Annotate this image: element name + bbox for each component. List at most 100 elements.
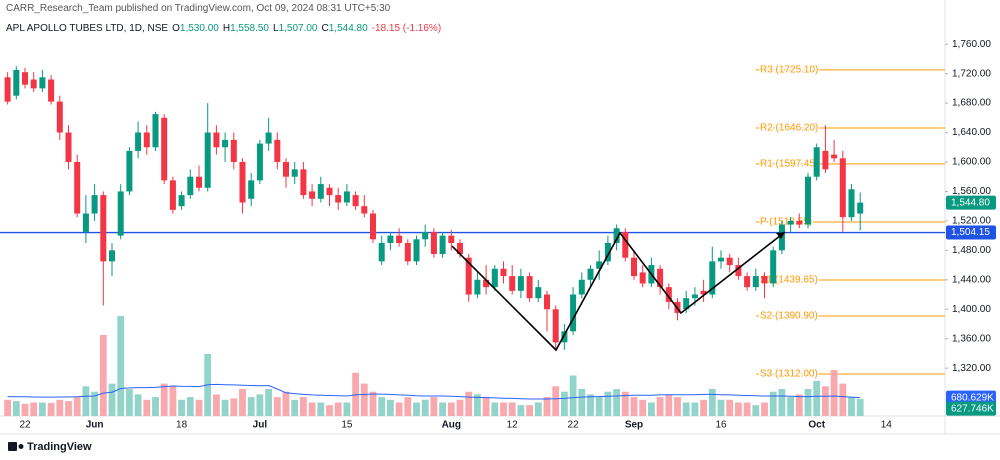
volume-bar: [517, 405, 525, 416]
volume-bar: [848, 397, 855, 416]
x-tick-label: Jul: [253, 420, 268, 431]
candle-body: [430, 231, 437, 255]
candle-body: [422, 231, 429, 240]
volume-bar: [578, 389, 586, 416]
volume-bar: [491, 402, 499, 416]
pivot-label: R3 (1725.10): [760, 65, 818, 76]
volume-bar: [265, 389, 272, 416]
volume-bar: [761, 402, 768, 416]
x-tick-label: 14: [881, 420, 893, 431]
volume-bar: [456, 399, 464, 416]
candle-body: [100, 195, 107, 262]
candle-body: [413, 239, 420, 262]
volume-bar: [804, 389, 812, 416]
volume-bar: [230, 398, 238, 416]
candle-body: [683, 298, 690, 310]
pattern-arrowhead: [776, 232, 785, 239]
candle-body: [631, 257, 637, 277]
candle-body: [718, 257, 724, 262]
quote: O1,530.00 H1,558.50 L1,507.00 C1,544.80: [172, 23, 368, 34]
volume-bar: [621, 391, 629, 416]
candle-body: [796, 220, 803, 225]
candle-body: [109, 250, 115, 262]
candle-body: [222, 139, 229, 148]
candle-body: [152, 114, 159, 148]
candle-body: [857, 202, 864, 214]
brand: TradingView: [27, 441, 92, 453]
volume-last-box: [946, 401, 996, 416]
volume-bar: [569, 375, 577, 416]
candle-body: [48, 79, 55, 102]
candle-body: [665, 287, 672, 302]
volume-bar: [630, 397, 638, 416]
x-tick-label: 12: [507, 420, 519, 431]
candle-body: [465, 257, 472, 295]
volume-bar: [839, 383, 847, 416]
candle-body: [239, 161, 246, 203]
candle-body: [283, 161, 289, 177]
volume-bar: [291, 399, 299, 416]
candle-body: [387, 235, 394, 243]
volume-bar: [256, 394, 264, 416]
pivot-label: S1 (1439.65): [760, 275, 818, 286]
brand-logo: [8, 442, 24, 451]
quote-item: O1,530.00: [172, 23, 219, 34]
pivot-label: P (1518.55): [760, 217, 812, 228]
volume-bar: [378, 397, 386, 416]
pivot-label: S3 (1312.00): [760, 369, 818, 380]
volume-bar: [552, 386, 560, 416]
quote-key: L: [273, 23, 279, 34]
candle-body: [74, 161, 81, 214]
quote-item: C1,544.80: [322, 23, 368, 34]
x-tick-label: 18: [176, 420, 188, 431]
volume-bar: [822, 386, 829, 416]
candle-body: [143, 132, 150, 148]
volume-bar: [300, 397, 307, 416]
candle-body: [378, 242, 385, 262]
candle-body: [839, 158, 846, 218]
candle-body: [196, 176, 202, 188]
volume-bar: [387, 399, 394, 416]
candle-body: [65, 132, 72, 162]
candle-body: [848, 189, 855, 218]
volume-bar: [856, 399, 864, 416]
y-tick-label: 1,560.00: [952, 186, 991, 197]
y-tick-label: 1,640.00: [952, 127, 991, 138]
candle-body: [22, 72, 28, 85]
candle-body: [604, 242, 611, 262]
candle-body: [343, 191, 350, 203]
volume-ma-box: [946, 390, 996, 405]
volume-bar: [534, 402, 542, 416]
volume-bar: [247, 397, 255, 416]
volume-bar: [47, 403, 55, 416]
volume-bar: [778, 389, 786, 416]
last-price-label: 1,544.80: [951, 197, 990, 208]
volume-bar: [82, 386, 90, 416]
volume-bar: [152, 397, 159, 416]
volume-bar: [526, 405, 533, 416]
y-tick-label: 1,320.00: [952, 363, 991, 374]
candle-body: [622, 231, 629, 258]
candle-body: [770, 250, 777, 284]
volume-bar: [126, 389, 133, 416]
pivot-label: R2 (1646.20): [760, 123, 818, 134]
candle-body: [178, 195, 185, 207]
candle-body: [56, 101, 63, 133]
quote-value: 1,558.50: [230, 23, 269, 34]
volume-bar: [465, 391, 473, 416]
candle-body: [509, 276, 516, 291]
volume-bar: [178, 399, 185, 416]
volume-bar: [656, 397, 664, 416]
symbol-line: APL APOLLO TUBES LTD, 1D, NSE O1,530.00 H…: [6, 23, 441, 34]
volume-bar: [595, 397, 603, 416]
byline: CARR_Research_Team published on TradingV…: [6, 3, 391, 14]
candle-body: [213, 132, 220, 148]
volume-bar: [430, 397, 438, 416]
change: -18.15 (-1.16%): [371, 23, 442, 34]
volume-ma-line: [7, 383, 861, 400]
volume-bar: [99, 335, 107, 416]
volume-bar: [369, 391, 377, 416]
volume-bar: [691, 402, 699, 416]
quote-item: L1,507.00: [273, 23, 318, 34]
candle-body: [752, 276, 759, 288]
